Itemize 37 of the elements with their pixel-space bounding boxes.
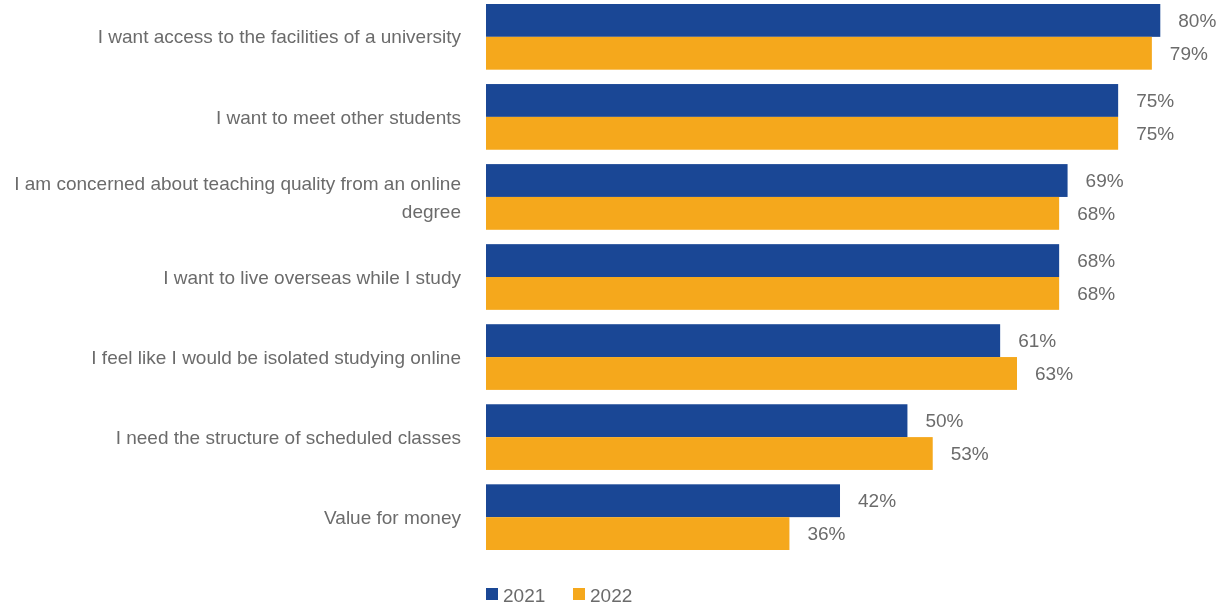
bar xyxy=(486,116,1119,150)
data-label: 75% xyxy=(1136,90,1175,112)
bar xyxy=(486,84,1119,117)
y-tick-label: I need the structure of scheduled classes xyxy=(115,426,461,448)
y-tick-label: Value for money xyxy=(324,506,462,528)
bar xyxy=(486,244,1060,277)
y-tick-label: I feel like I would be isolated studying online xyxy=(91,346,461,368)
y-tick-label: I am concerned about teaching quality from an online degree xyxy=(14,172,461,222)
data-label: 75% xyxy=(1136,122,1175,144)
data-label: 53% xyxy=(950,443,989,465)
legend-label: 2022 xyxy=(590,584,633,604)
y-tick-label: I want to meet other students xyxy=(215,106,461,128)
legend-label: 2021 xyxy=(503,584,546,604)
bar xyxy=(486,277,1060,310)
bar xyxy=(486,324,1001,358)
y-tick-label: I want to live overseas while I study xyxy=(163,266,462,288)
bar xyxy=(486,437,933,470)
y-tick-label: I want access to the facilities of a university xyxy=(97,26,462,48)
data-label: 50% xyxy=(925,410,964,432)
bar xyxy=(486,4,1161,37)
data-label: 63% xyxy=(1035,363,1074,385)
bar xyxy=(486,196,1060,230)
data-label: 69% xyxy=(1085,170,1124,192)
bar xyxy=(486,164,1068,197)
data-label: 42% xyxy=(858,490,897,512)
data-label: 68% xyxy=(1077,283,1116,305)
data-label: 68% xyxy=(1077,250,1116,272)
bar xyxy=(486,36,1152,70)
bar xyxy=(486,357,1017,390)
bar xyxy=(486,404,908,438)
data-label: 36% xyxy=(807,523,846,545)
data-label: 80% xyxy=(1178,10,1217,32)
bar xyxy=(486,517,790,550)
bar xyxy=(486,484,840,518)
data-label: 79% xyxy=(1169,42,1208,64)
data-label: 61% xyxy=(1018,330,1057,352)
data-label: 68% xyxy=(1077,203,1116,225)
